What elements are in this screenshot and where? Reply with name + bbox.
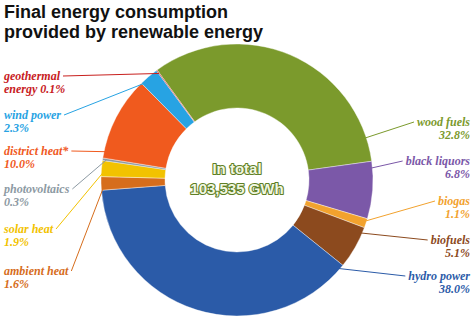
leader-line xyxy=(72,160,106,189)
label-part: ambient heat xyxy=(4,264,69,278)
leader-line xyxy=(63,73,159,76)
label-part: 0.1% xyxy=(37,82,65,96)
slice-label: solar heat xyxy=(3,222,54,236)
slice-label: wind power xyxy=(4,108,61,122)
slice-label: hydro power xyxy=(408,269,470,283)
slice-label: 6.8% xyxy=(445,167,470,181)
center-annotation: 103,535 GWh xyxy=(190,180,283,197)
label-part: 1.1% xyxy=(445,207,470,221)
slice xyxy=(157,44,372,170)
leader-line xyxy=(358,233,428,240)
chart: Final energy consumptionprovided by rene… xyxy=(0,0,474,318)
label-part: hydro power xyxy=(408,269,470,283)
slice-label: 1.9% xyxy=(4,235,29,249)
label-part: biogas xyxy=(438,194,470,208)
slice-label: 1.6% xyxy=(4,277,29,291)
slice-label: wood fuels xyxy=(417,115,470,129)
slice-label: ambient heat xyxy=(4,264,69,278)
leader-line xyxy=(71,183,105,271)
label-part: black liquors xyxy=(406,154,471,168)
slice-label: black liquors xyxy=(406,154,471,168)
slice-label: 32.8% xyxy=(438,128,470,142)
label-part: 32.8% xyxy=(438,128,470,142)
slice-label: district heat* xyxy=(4,144,69,158)
leader-line xyxy=(64,81,149,115)
slice-label: 10.0% xyxy=(4,157,35,171)
leader-line xyxy=(362,122,414,139)
label-part: 0.3% xyxy=(4,195,29,209)
label-part: 6.8% xyxy=(445,167,470,181)
labels: wood fuels32.8%black liquors6.8%biogas1.… xyxy=(3,69,470,296)
slice xyxy=(101,177,165,191)
label-part: 1.6% xyxy=(4,277,29,291)
slice-label: 0.3% xyxy=(4,195,29,209)
slice xyxy=(101,185,342,316)
leader-line xyxy=(362,201,435,222)
label-part: 2.3% xyxy=(3,121,29,135)
leader-line xyxy=(335,268,405,276)
label-part: geothermal xyxy=(3,69,61,83)
slice-label: 2.3% xyxy=(3,121,29,135)
label-part: solar heat xyxy=(3,222,54,236)
slice-label: 1.1% xyxy=(445,207,470,221)
label-part: photovoltaics xyxy=(3,182,70,196)
slice-label: geothermal xyxy=(3,69,61,83)
label-part: 10.0% xyxy=(4,157,35,171)
center-annotation: In total xyxy=(212,160,261,177)
slice-label: biofuels xyxy=(431,233,471,247)
slice-label: 5.1% xyxy=(445,246,470,260)
label-part: 1.9% xyxy=(4,235,29,249)
chart-title: Final energy consumptionprovided by rene… xyxy=(4,2,263,42)
label-part: 5.1% xyxy=(445,246,470,260)
slice-label: photovoltaics xyxy=(3,182,70,196)
label-part: 38.0% xyxy=(438,282,470,296)
label-part: wind power xyxy=(4,108,61,122)
label-part: energy xyxy=(4,82,38,96)
label-part: wood fuels xyxy=(417,115,470,129)
label-part: biofuels xyxy=(431,233,471,247)
slice xyxy=(156,70,194,122)
slice-label: biogas xyxy=(438,194,470,208)
label-part: district heat* xyxy=(4,144,69,158)
slice-label: energy 0.1% xyxy=(4,82,65,96)
slice-label: 38.0% xyxy=(438,282,470,296)
leader-line xyxy=(56,170,105,229)
leader-line xyxy=(71,151,108,153)
leader-line xyxy=(369,161,403,169)
slice xyxy=(141,70,194,128)
